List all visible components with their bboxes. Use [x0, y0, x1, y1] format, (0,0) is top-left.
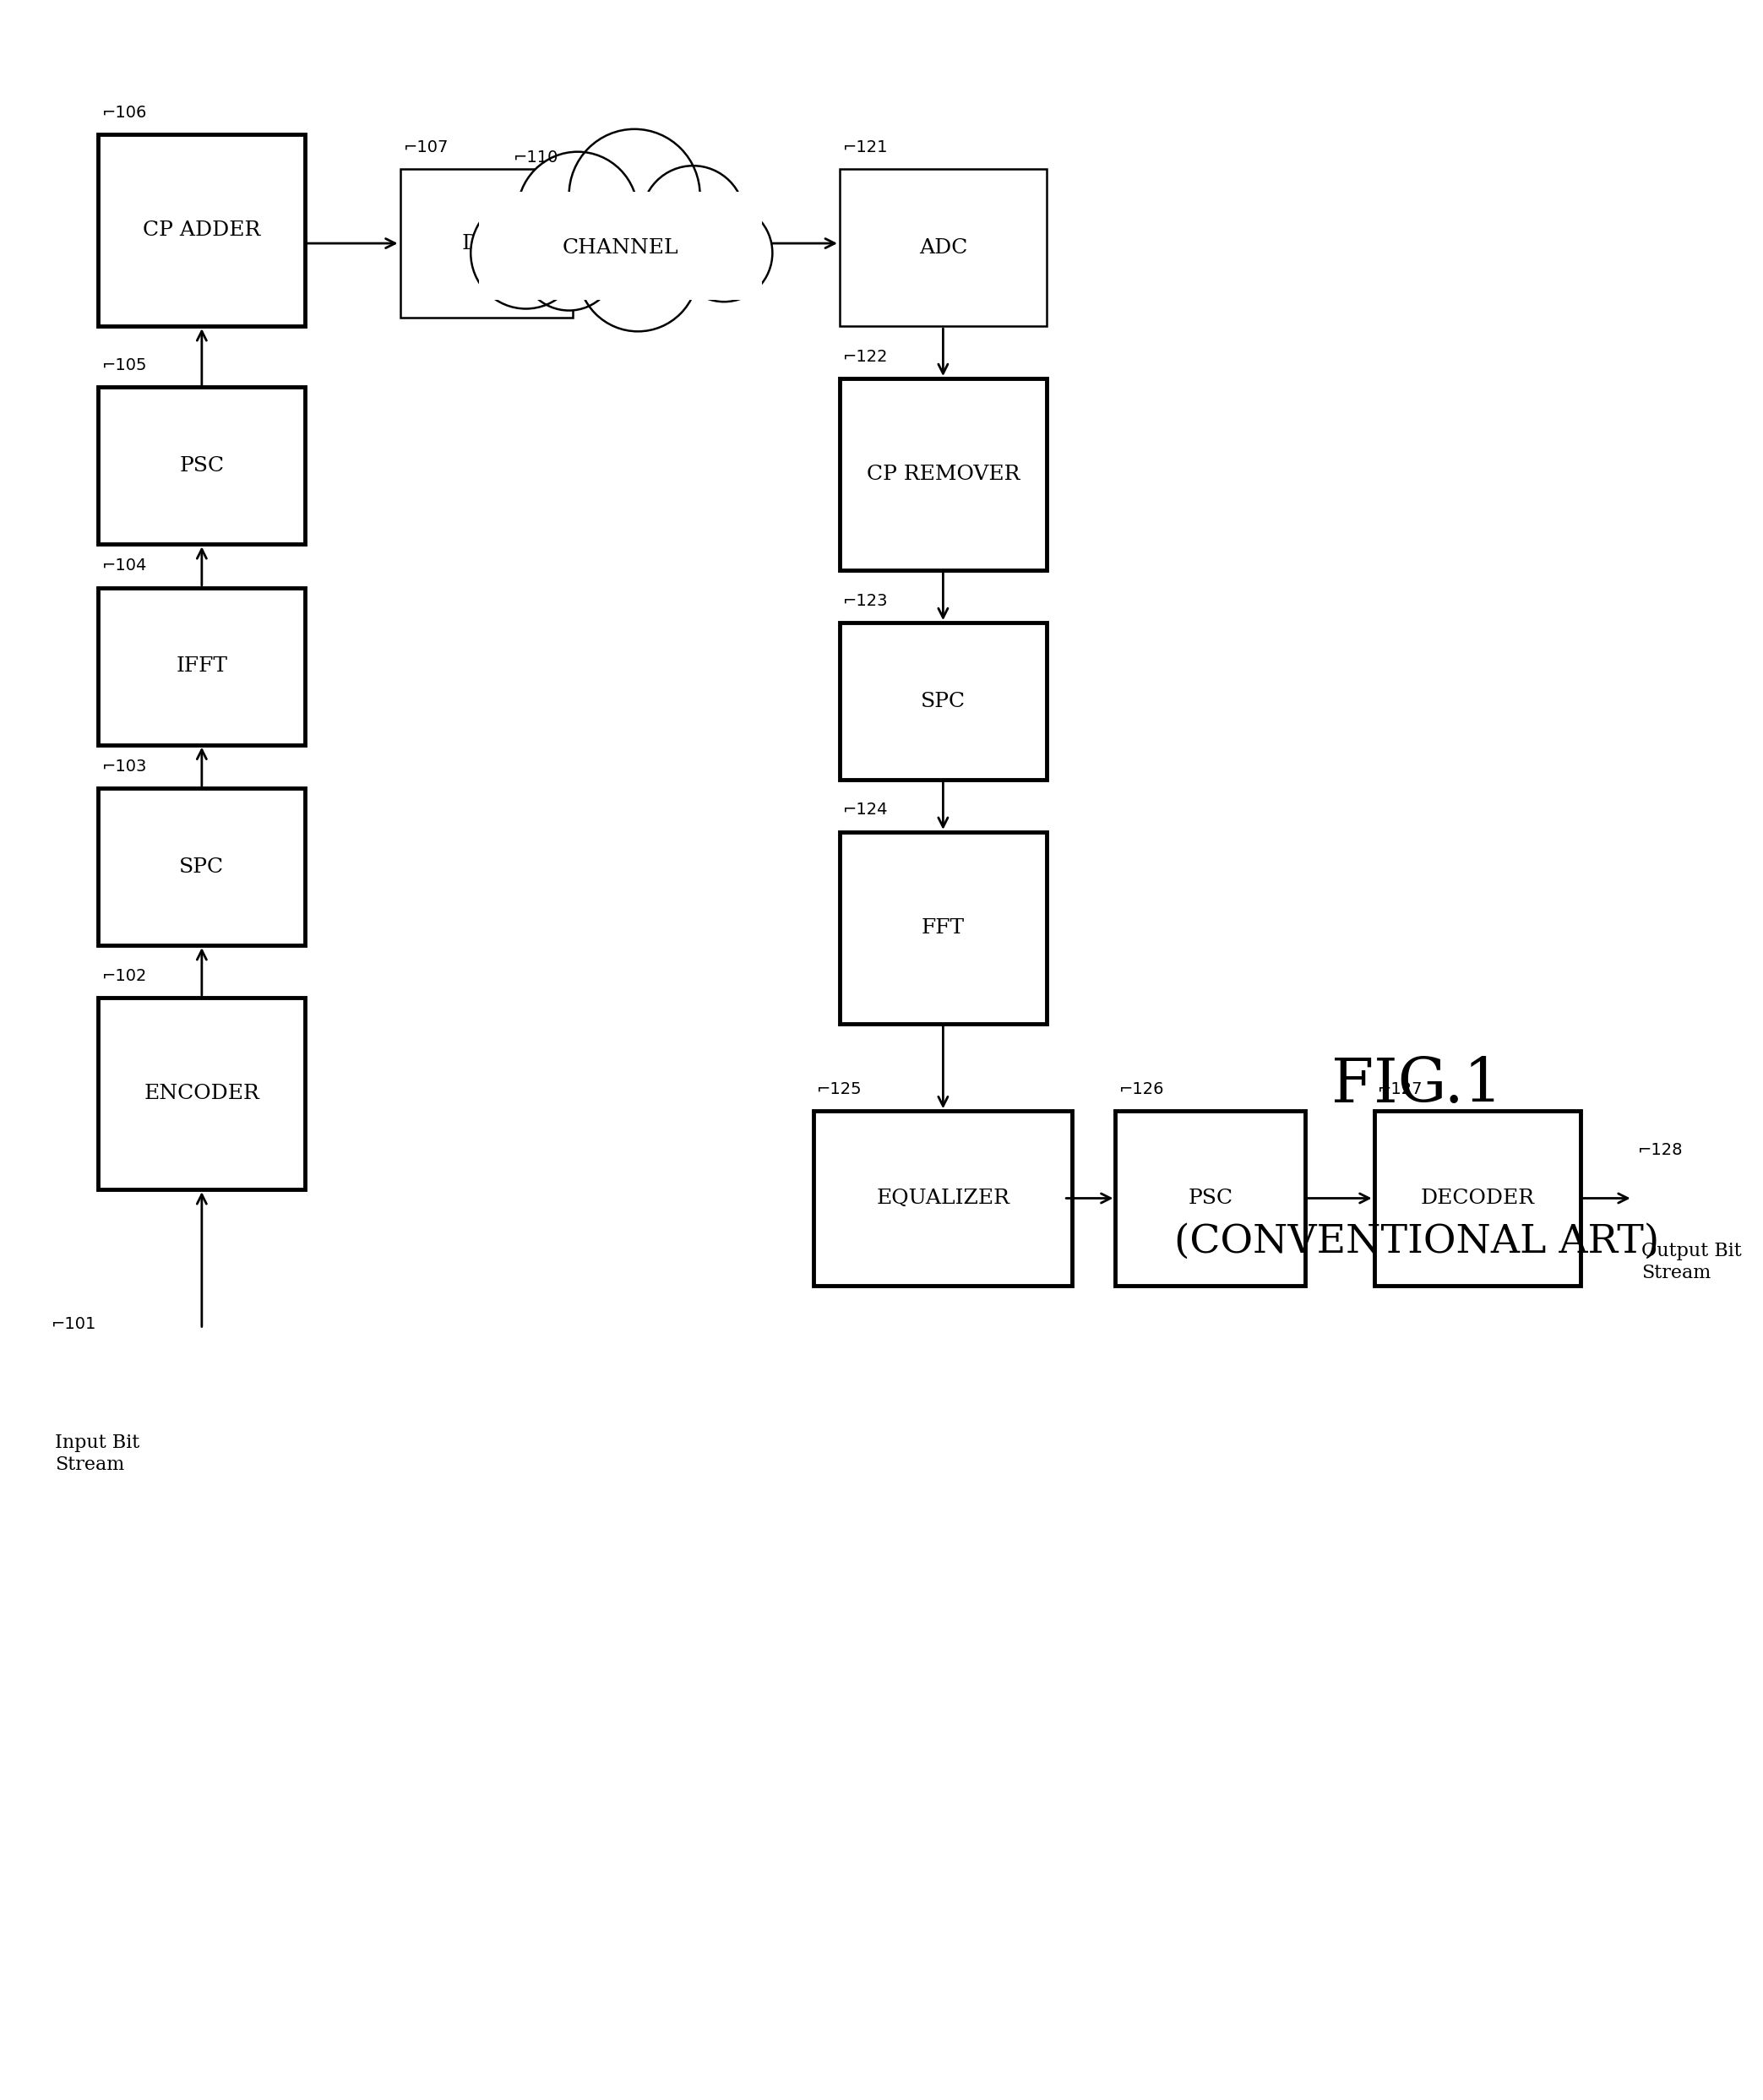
Text: ⌐124: ⌐124 [843, 802, 889, 819]
Circle shape [520, 212, 617, 311]
Text: ⌐122: ⌐122 [843, 349, 889, 365]
Text: ⌐101: ⌐101 [51, 1317, 97, 1333]
Bar [99, 134, 305, 326]
Circle shape [642, 166, 744, 271]
Text: ⌐126: ⌐126 [1120, 1082, 1164, 1096]
Text: ⌐127: ⌐127 [1377, 1082, 1423, 1096]
Text: CP REMOVER: CP REMOVER [866, 464, 1019, 485]
Text: ADC: ADC [919, 237, 968, 258]
Text: IFFT: IFFT [176, 657, 227, 676]
Bar [839, 170, 1047, 326]
Text: EQUALIZER: EQUALIZER [876, 1189, 1010, 1207]
Text: ⌐107: ⌐107 [404, 139, 448, 155]
Text: ⌐103: ⌐103 [102, 758, 146, 775]
Text: PSC: PSC [1188, 1189, 1232, 1207]
Bar [839, 832, 1047, 1025]
Bar [99, 386, 305, 544]
Bar [1116, 1111, 1305, 1285]
Circle shape [569, 128, 700, 262]
Bar [839, 624, 1047, 779]
Text: ENCODER: ENCODER [145, 1084, 259, 1102]
Text: FFT: FFT [922, 918, 964, 937]
Text: CP ADDER: CP ADDER [143, 220, 261, 239]
Circle shape [675, 204, 772, 302]
Text: Input Bit
Stream: Input Bit Stream [55, 1434, 139, 1474]
Text: ⌐121: ⌐121 [843, 139, 889, 155]
Text: SPC: SPC [920, 691, 966, 712]
Text: ⌐128: ⌐128 [1638, 1142, 1684, 1157]
Text: CHANNEL: CHANNEL [562, 237, 679, 258]
Text: ⌐104: ⌐104 [102, 559, 146, 573]
Text: ⌐102: ⌐102 [102, 968, 146, 983]
Circle shape [517, 151, 638, 273]
Bar [99, 788, 305, 945]
Text: FIG.1: FIG.1 [1331, 1054, 1502, 1115]
Circle shape [578, 210, 698, 332]
Bar [1373, 1111, 1581, 1285]
Text: DAC: DAC [462, 233, 511, 254]
Bar [815, 1111, 1072, 1285]
Circle shape [471, 197, 582, 309]
Text: DECODER: DECODER [1421, 1189, 1534, 1207]
Text: ⌐105: ⌐105 [102, 357, 146, 374]
Text: (CONVENTIONAL ART): (CONVENTIONAL ART) [1174, 1222, 1659, 1260]
Bar [480, 191, 762, 300]
Text: ⌐125: ⌐125 [818, 1082, 862, 1096]
Bar [839, 378, 1047, 571]
Bar [400, 170, 573, 317]
Bar [99, 997, 305, 1189]
Text: Output Bit
Stream: Output Bit Stream [1641, 1241, 1742, 1281]
Text: PSC: PSC [180, 456, 224, 475]
Text: ⌐123: ⌐123 [843, 592, 889, 609]
Text: SPC: SPC [180, 857, 224, 876]
Text: ⌐106: ⌐106 [102, 105, 146, 120]
Text: ⌐110: ⌐110 [513, 149, 559, 166]
Bar [99, 588, 305, 746]
